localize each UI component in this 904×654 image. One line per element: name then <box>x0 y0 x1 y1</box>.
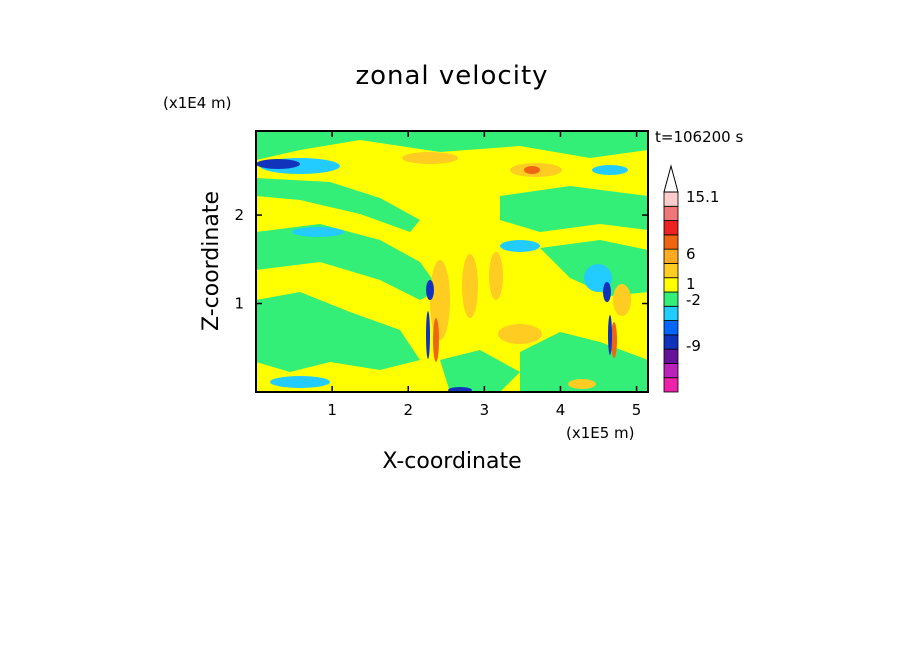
green-top-band <box>256 131 648 160</box>
blue-cores <box>256 159 612 392</box>
x-scale-note: (x1E5 m) <box>566 424 635 442</box>
red-streak-right <box>611 322 617 358</box>
red-streaks <box>433 166 617 362</box>
red-streak-left <box>433 318 439 362</box>
blue-plume-core <box>603 282 611 302</box>
blue-fan-core <box>426 280 434 300</box>
plot-area <box>256 131 648 392</box>
blue-upper-left-patch <box>256 159 300 169</box>
colorbar-cell <box>663 348 679 364</box>
orange-bottom-right <box>568 379 596 389</box>
colorbar-cell <box>663 363 679 379</box>
colorbar-cell <box>663 291 679 307</box>
x-tick-label: 3 <box>480 401 490 419</box>
green-mid-left <box>256 224 440 300</box>
y-scale-note: (x1E4 m) <box>163 94 232 112</box>
orange-fan-left <box>430 260 450 340</box>
orange-top-center <box>402 152 458 164</box>
time-label: t=106200 s <box>655 128 743 146</box>
colorbar-cell <box>663 277 679 293</box>
green-upper-right <box>500 186 648 232</box>
y-ticks: 12 <box>234 206 648 313</box>
y-tick-label: 2 <box>234 206 244 224</box>
y-axis-label: Z-coordinate <box>199 191 224 331</box>
colorbar-cell <box>663 191 679 207</box>
colorbar-cell <box>663 205 679 221</box>
orange-patches <box>402 152 631 389</box>
green-center-low <box>440 350 520 392</box>
x-ticks: 1 2 3 4 5 <box>327 131 641 419</box>
cyan-upper-right <box>592 165 628 175</box>
cyan-mid-left <box>292 227 344 237</box>
x-tick-label: 2 <box>403 401 413 419</box>
blue-plume-streak <box>608 315 612 355</box>
y-tick-label: 1 <box>234 295 244 313</box>
x-axis-label: X-coordinate <box>382 449 521 474</box>
colorbar-level-label: 15.1 <box>686 188 719 206</box>
green-upper-left <box>256 178 420 232</box>
red-spot-top <box>524 166 540 174</box>
x-tick-label: 1 <box>327 401 337 419</box>
cyan-center <box>500 240 540 252</box>
green-bottom-right <box>520 332 648 392</box>
colorbar-cell <box>663 305 679 321</box>
colorbar-cell <box>663 234 679 250</box>
colorbar-cell <box>663 263 679 279</box>
orange-fan-right <box>489 252 503 300</box>
plot-frame <box>255 130 649 393</box>
orange-fan-center <box>462 254 478 318</box>
chart-title: zonal velocity <box>355 61 548 91</box>
x-tick-label: 4 <box>556 401 566 419</box>
colorbar-cell <box>663 377 679 393</box>
colorbar-extend-arrow <box>663 164 679 193</box>
colorbar-level-label: -2 <box>686 291 701 309</box>
green-lower-left <box>256 292 420 372</box>
colorbar-level-label: -9 <box>686 337 701 355</box>
blue-bottom-spot <box>448 387 472 392</box>
orange-center-low <box>498 324 542 344</box>
colorbar-cell <box>663 248 679 264</box>
colorbar-level-label: 1 <box>686 275 696 293</box>
cyan-bottom-left <box>270 376 330 388</box>
colorbar-cell <box>663 320 679 336</box>
green-bands <box>256 131 648 392</box>
orange-right-plume <box>613 284 631 316</box>
colorbar-level-label: 6 <box>686 245 696 263</box>
blue-fan-streak <box>426 311 430 359</box>
x-tick-label: 5 <box>632 401 642 419</box>
colorbar-cell <box>663 220 679 236</box>
colorbar: 15.1 6 1-2 -9 <box>663 164 719 393</box>
colorbar-cell <box>663 334 679 350</box>
